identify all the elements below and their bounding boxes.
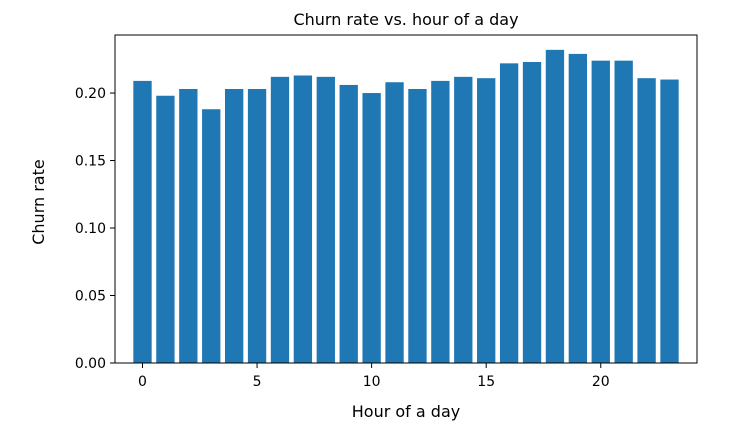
y-tick-label: 0.15: [75, 154, 106, 170]
bar-hour-22: [637, 78, 656, 363]
bar-hour-17: [522, 61, 542, 364]
x-tick-label: 0: [138, 374, 147, 390]
y-tick-label: 0.10: [75, 221, 106, 237]
bar-hour-13: [431, 80, 450, 363]
bars-group: [133, 49, 679, 364]
bar-hour-12: [408, 88, 427, 364]
bar-hour-9: [339, 84, 358, 364]
bar-hour-15: [477, 78, 496, 363]
bar-hour-4: [224, 88, 244, 364]
bar-hour-11: [385, 82, 404, 363]
bar-hour-7: [293, 75, 313, 363]
bar-hour-14: [454, 76, 473, 363]
bar-hour-1: [156, 95, 175, 364]
bar-hour-20: [591, 60, 610, 364]
x-axis-label: Hour of a day: [352, 402, 460, 421]
y-tick-label: 0.00: [75, 356, 106, 372]
bar-hour-8: [316, 76, 335, 363]
bar-hour-10: [362, 93, 381, 364]
y-axis-ticks: 0.00 0.05 0.10 0.15 0.20: [75, 86, 115, 372]
x-tick-label: 5: [253, 374, 262, 390]
x-tick-label: 15: [477, 374, 495, 390]
bar-hour-21: [614, 60, 633, 364]
y-tick-label: 0.05: [75, 289, 106, 305]
plot-frame: [114, 34, 698, 364]
bar-hour-2: [179, 88, 198, 364]
bar-hour-23: [660, 79, 679, 363]
y-axis-label: Churn rate: [29, 159, 48, 244]
bar-hour-16: [499, 63, 519, 364]
bar-hour-3: [202, 109, 221, 364]
y-tick-label: 0.20: [75, 86, 106, 102]
x-axis-ticks: 0 5 10 15 20: [138, 363, 610, 390]
bar-hour-6: [270, 76, 290, 363]
x-tick-label: 20: [592, 374, 610, 390]
chart-title: Churn rate vs. hour of a day: [293, 10, 518, 29]
bar-hour-0: [133, 80, 152, 363]
bar-hour-19: [568, 53, 588, 363]
bar-hour-18: [545, 49, 565, 363]
x-tick-label: 10: [363, 374, 381, 390]
bar-hour-5: [247, 88, 267, 364]
